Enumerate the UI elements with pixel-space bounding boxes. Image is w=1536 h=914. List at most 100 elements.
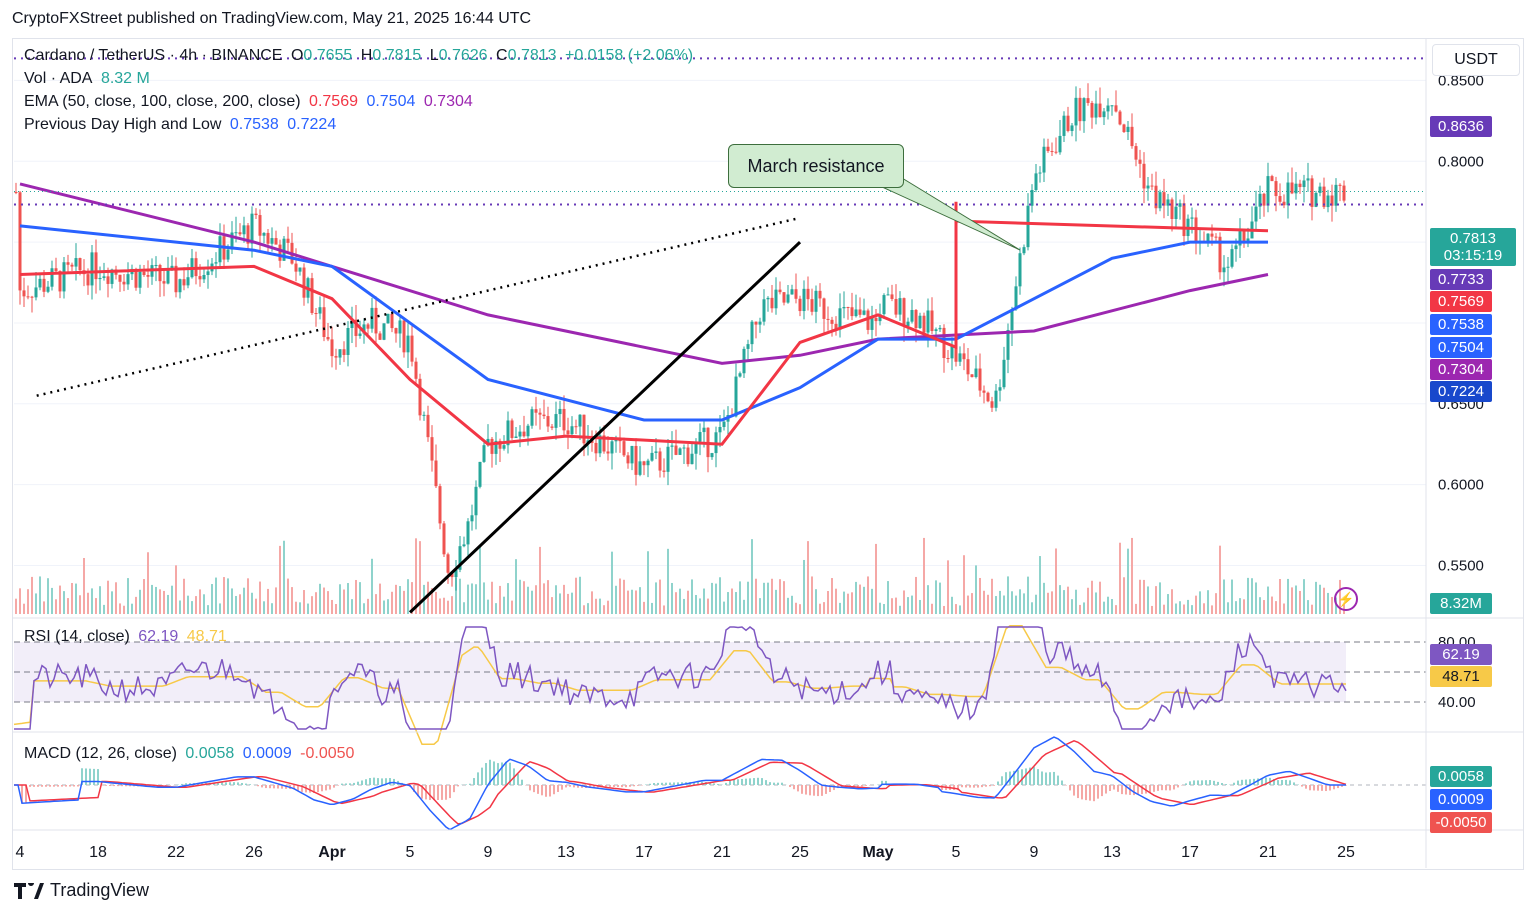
volume-bar [327,591,329,614]
macd-histogram-bar [681,782,683,785]
volume-bar [435,591,437,614]
volume-bar [1267,586,1269,614]
rsi-ma-tag: 48.71 [1430,666,1492,687]
volume-bar [651,602,653,614]
candle-body [1230,249,1234,267]
volume-bar [43,601,45,614]
candle-body [1026,205,1030,248]
candle-body [518,431,522,437]
macd-histogram-bar [1313,785,1315,791]
bar-countdown: 03:15:19 [1443,247,1503,264]
macd-histogram-bar [521,779,523,785]
macd-histogram-bar [73,785,75,787]
candle-body [378,333,382,340]
candle-body [1294,183,1298,194]
volume-bar [71,583,73,614]
volume-bar [663,605,665,614]
candle-body [502,445,506,449]
volume-bar [703,588,705,614]
macd-histogram-bar [241,782,243,785]
march-resistance-callout[interactable]: March resistance [728,144,904,188]
currency-button[interactable]: USDT [1432,44,1520,76]
macd-histogram-bar [125,785,127,787]
macd-histogram-bar [1249,779,1251,785]
candle-body [906,321,910,327]
volume-bar [15,598,17,614]
ema200-price-tag: 0.7304 [1430,359,1492,380]
candle-body [662,470,666,472]
macd-histogram-bar [865,785,867,786]
brand-name[interactable]: TradingView [50,880,150,900]
macd-value: 0.0058 [185,745,235,762]
macd-histogram-bar [589,785,591,788]
macd-histogram-bar [745,778,747,785]
candle-body [814,290,818,312]
candle-body [1006,329,1010,360]
lightning-icon[interactable]: ⚡ [1334,587,1358,611]
macd-histogram-bar [93,768,95,785]
volume-bar [267,588,269,614]
candle-body [122,281,126,285]
march-resistance-price-tag: 0.7733 [1430,269,1492,290]
macd-histogram-bar [1261,778,1263,785]
time-tick-label: 9 [1030,844,1039,861]
macd-histogram-bar [121,785,123,787]
volume-bar [671,582,673,614]
volume-bar [87,592,89,614]
candle-body [1034,173,1038,191]
macd-histogram-bar [637,785,639,786]
candle-body [810,299,814,312]
volume-bar [759,598,761,614]
macd-histogram-bar [709,782,711,785]
volume-bar [499,585,501,614]
macd-histogram-bar [57,785,59,787]
volume-bar [1271,596,1273,614]
candle-body [678,448,682,455]
macd-histogram-bar [1077,785,1079,799]
candle-body [154,264,158,266]
candle-body [890,294,894,299]
macd-histogram-bar [1221,782,1223,785]
resistance-price-tag: 0.8636 [1430,116,1492,137]
macd-histogram-bar [377,778,379,785]
macd-histogram-bar [1109,785,1111,792]
candle-body [294,263,298,272]
candle-body [1094,103,1098,118]
volume-bar [555,585,557,614]
volume-bar [411,582,413,614]
candle-body [494,440,498,454]
macd-histogram-bar [621,785,623,788]
macd-histogram-bar [649,783,651,785]
candle-body [950,344,954,359]
volume-bar [131,603,133,614]
volume-bar [635,590,637,614]
macd-histogram-bar [1317,785,1319,791]
volume-bar [931,603,933,614]
candle-body [1314,192,1318,207]
candle-body [918,315,922,329]
candle-body [698,432,702,442]
volume-bar [355,579,357,614]
volume-bar [559,593,561,614]
candle-body [1302,180,1306,188]
macd-histogram-bar [753,778,755,785]
volume-bar [943,605,945,614]
volume-bar [287,578,289,614]
tradingview-logo-icon [14,882,44,899]
volume-bar [847,593,849,614]
candle-body [1074,97,1078,126]
volume-bar [79,595,81,614]
candle-body [962,353,966,360]
macd-histogram-bar [1125,785,1127,795]
candle-body [486,438,490,446]
volume-bar [707,598,709,614]
time-tick-label: 21 [713,844,731,861]
candle-body [914,309,918,329]
ema100-value: 0.7504 [366,93,416,110]
macd-histogram-bar [765,780,767,785]
macd-histogram-bar [1033,766,1035,785]
macd-histogram-bar [757,777,759,785]
symbol-name[interactable]: Cardano / TetherUS · 4h · BINANCE [24,47,283,64]
candle-body [442,523,446,555]
